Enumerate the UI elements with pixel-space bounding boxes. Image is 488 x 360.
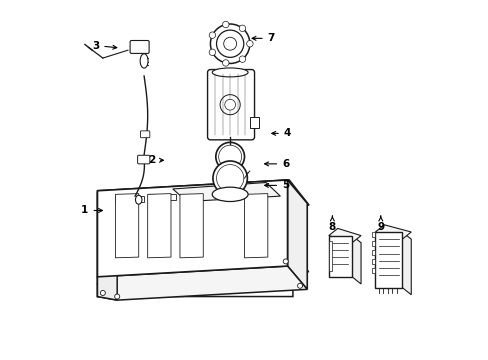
FancyBboxPatch shape (130, 41, 149, 53)
Bar (371, 232, 375, 237)
Polygon shape (328, 228, 360, 243)
Ellipse shape (135, 195, 142, 204)
Polygon shape (97, 266, 306, 300)
Circle shape (209, 49, 215, 55)
Circle shape (297, 283, 302, 288)
Circle shape (216, 30, 244, 57)
Bar (371, 259, 375, 264)
Circle shape (100, 291, 105, 296)
Ellipse shape (212, 187, 247, 202)
Polygon shape (147, 194, 176, 200)
Polygon shape (244, 194, 267, 258)
Bar (328, 241, 331, 271)
Text: 5: 5 (264, 180, 289, 190)
Text: 4: 4 (271, 129, 291, 138)
Polygon shape (147, 194, 171, 258)
Bar (371, 268, 375, 273)
Polygon shape (375, 225, 410, 239)
Polygon shape (97, 180, 287, 277)
Polygon shape (172, 183, 280, 202)
Polygon shape (115, 194, 139, 258)
Text: 3: 3 (92, 41, 117, 50)
Circle shape (215, 142, 244, 171)
Circle shape (222, 60, 228, 66)
Polygon shape (97, 193, 117, 284)
Ellipse shape (212, 68, 247, 77)
Circle shape (223, 37, 236, 50)
Polygon shape (287, 180, 306, 289)
Circle shape (239, 56, 245, 62)
Polygon shape (180, 194, 203, 258)
FancyBboxPatch shape (137, 155, 149, 164)
Polygon shape (97, 180, 306, 214)
Circle shape (239, 25, 245, 32)
FancyBboxPatch shape (140, 131, 149, 138)
Circle shape (246, 41, 253, 47)
Bar (249, 117, 258, 128)
Circle shape (115, 294, 120, 299)
Bar (371, 241, 375, 246)
Bar (371, 250, 375, 255)
Text: 9: 9 (376, 216, 384, 231)
Circle shape (212, 161, 247, 195)
FancyBboxPatch shape (207, 69, 254, 140)
Polygon shape (402, 232, 410, 295)
Circle shape (210, 24, 249, 63)
Circle shape (218, 145, 241, 168)
Text: 6: 6 (264, 159, 289, 169)
Text: 1: 1 (81, 206, 102, 216)
Polygon shape (180, 193, 208, 198)
Text: 7: 7 (252, 33, 275, 43)
Circle shape (224, 99, 235, 110)
Circle shape (209, 32, 215, 39)
Text: 8: 8 (328, 216, 335, 231)
Polygon shape (97, 271, 308, 297)
Circle shape (283, 259, 287, 264)
Circle shape (222, 21, 228, 28)
Polygon shape (97, 180, 308, 218)
Circle shape (220, 95, 240, 115)
Polygon shape (97, 191, 117, 300)
Polygon shape (351, 235, 360, 284)
Ellipse shape (140, 54, 148, 68)
FancyBboxPatch shape (375, 232, 402, 288)
Polygon shape (115, 196, 144, 202)
Text: 2: 2 (147, 155, 163, 165)
Circle shape (216, 165, 244, 192)
FancyBboxPatch shape (328, 235, 351, 277)
